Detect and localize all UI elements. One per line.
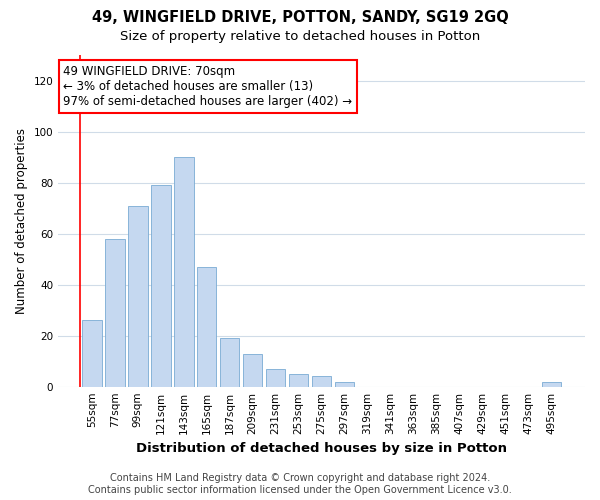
Bar [174,157,194,386]
Bar [151,185,170,386]
Text: 49, WINGFIELD DRIVE, POTTON, SANDY, SG19 2GQ: 49, WINGFIELD DRIVE, POTTON, SANDY, SG19… [92,10,508,25]
Y-axis label: Number of detached properties: Number of detached properties [15,128,28,314]
Text: Size of property relative to detached houses in Potton: Size of property relative to detached ho… [120,30,480,43]
Text: 49 WINGFIELD DRIVE: 70sqm
← 3% of detached houses are smaller (13)
97% of semi-d: 49 WINGFIELD DRIVE: 70sqm ← 3% of detach… [64,65,353,108]
Bar [243,354,262,386]
Bar [82,320,101,386]
Bar [197,267,217,386]
Bar [128,206,148,386]
Text: Contains HM Land Registry data © Crown copyright and database right 2024.
Contai: Contains HM Land Registry data © Crown c… [88,474,512,495]
Bar [289,374,308,386]
Bar [220,338,239,386]
Bar [312,376,331,386]
X-axis label: Distribution of detached houses by size in Potton: Distribution of detached houses by size … [136,442,507,455]
Bar [542,382,561,386]
Bar [335,382,355,386]
Bar [266,369,286,386]
Bar [105,238,125,386]
